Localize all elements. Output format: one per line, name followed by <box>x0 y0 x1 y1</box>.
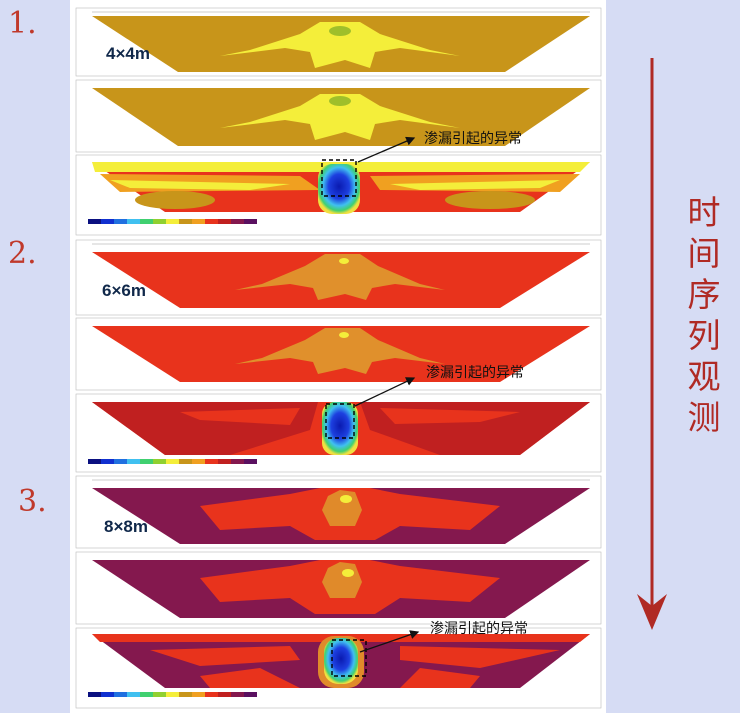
anomaly-label-3: 渗漏引起的异常 <box>430 621 528 637</box>
grid-size-label-3: 8×8m <box>104 517 148 536</box>
set2-colorbar <box>88 459 257 464</box>
step-number-2: 2. <box>8 236 37 271</box>
set3-colorbar <box>88 692 257 697</box>
set1-panel-inverted <box>75 154 602 236</box>
set2-panel-calculated <box>75 317 602 391</box>
time-sequence-arrow <box>637 58 667 630</box>
anomaly-label-2: 渗漏引起的异常 <box>426 365 524 381</box>
anomaly-label-1: 渗漏引起的异常 <box>424 131 522 147</box>
set1-panel-measured <box>75 7 602 77</box>
set2-panel-inverted <box>75 393 602 473</box>
set1-colorbar <box>88 219 257 224</box>
set3-panel-measured <box>75 475 602 549</box>
set3-panel-inverted <box>75 627 602 709</box>
set2-panel-measured <box>75 239 602 316</box>
grid-size-label-2: 6×6m <box>102 281 146 300</box>
time-series-observation-label: 时 间 序 列 观 测 <box>687 193 721 437</box>
set3-panel-calculated <box>75 551 602 625</box>
grid-size-label-1: 4×4m <box>106 44 150 63</box>
step-number-1: 1. <box>8 6 37 41</box>
step-number-3: 3. <box>18 484 47 519</box>
set1-panel-calculated <box>75 79 602 153</box>
